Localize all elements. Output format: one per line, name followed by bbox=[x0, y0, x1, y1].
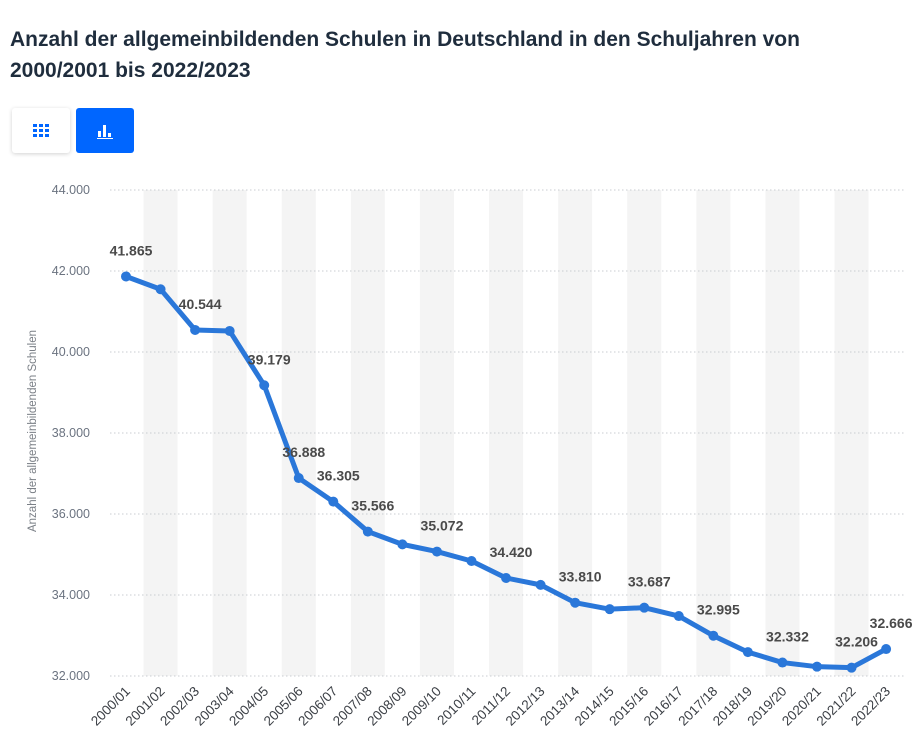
data-label: 33.810 bbox=[559, 569, 602, 585]
column-band bbox=[627, 190, 662, 676]
data-point bbox=[466, 555, 477, 566]
data-point bbox=[397, 539, 408, 550]
data-point bbox=[846, 662, 857, 673]
data-point bbox=[604, 604, 615, 615]
data-point bbox=[328, 496, 339, 507]
data-point bbox=[190, 324, 201, 335]
column-band bbox=[350, 190, 385, 676]
y-tick-label: 34.000 bbox=[52, 588, 90, 602]
bar-chart-icon bbox=[97, 124, 113, 139]
y-tick-label: 42.000 bbox=[52, 264, 90, 278]
data-points bbox=[121, 271, 892, 673]
data-point bbox=[570, 597, 581, 608]
y-tick-label: 36.000 bbox=[52, 507, 90, 521]
data-label: 40.544 bbox=[179, 296, 222, 312]
data-label: 32.995 bbox=[697, 602, 740, 618]
data-point bbox=[673, 611, 684, 622]
data-label: 35.566 bbox=[351, 498, 394, 514]
data-label: 32.206 bbox=[835, 634, 878, 650]
data-label: 39.179 bbox=[248, 351, 291, 367]
column-band bbox=[419, 190, 454, 676]
data-point bbox=[259, 380, 270, 391]
data-point bbox=[881, 644, 892, 655]
table-view-button[interactable] bbox=[12, 108, 70, 153]
y-tick-label: 44.000 bbox=[52, 183, 90, 197]
chart-title: Anzahl der allgemeinbildenden Schulen in… bbox=[10, 28, 800, 82]
data-point bbox=[431, 546, 442, 557]
data-point bbox=[501, 572, 512, 583]
data-point bbox=[155, 284, 166, 295]
y-axis-ticks: 32.000 34.000 36.000 38.000 40.000 42.000 44.0… bbox=[52, 183, 90, 683]
data-label: 36.305 bbox=[317, 468, 360, 484]
y-tick-label: 40.000 bbox=[52, 345, 90, 359]
data-point bbox=[224, 325, 235, 336]
x-tick-label: 2009/10 bbox=[399, 684, 444, 729]
data-point bbox=[708, 630, 719, 641]
data-label: 36.888 bbox=[282, 444, 325, 460]
column-band bbox=[143, 190, 178, 676]
chart-view-button[interactable] bbox=[76, 108, 134, 153]
y-tick-label: 32.000 bbox=[52, 669, 90, 683]
data-label: 32.332 bbox=[766, 629, 809, 645]
data-point bbox=[293, 473, 304, 484]
data-point bbox=[812, 661, 822, 672]
x-tick-label: 2022/23 bbox=[848, 684, 893, 729]
y-tick-label: 38.000 bbox=[52, 426, 90, 440]
data-point bbox=[777, 657, 788, 668]
data-point bbox=[535, 579, 546, 590]
data-label: 33.687 bbox=[628, 574, 671, 590]
data-label: 35.072 bbox=[421, 518, 464, 534]
data-point bbox=[121, 271, 131, 282]
data-point bbox=[742, 647, 753, 658]
table-grid-icon bbox=[33, 123, 49, 137]
x-axis-ticks: 2000/012001/022002/032003/042004/052005/… bbox=[88, 683, 893, 728]
data-point bbox=[639, 602, 650, 613]
column-band bbox=[212, 190, 247, 676]
data-label: 32.666 bbox=[870, 615, 913, 631]
data-label: 41.865 bbox=[110, 242, 153, 258]
y-axis-label: Anzahl der allgemeinbildenden Schulen bbox=[27, 330, 39, 532]
data-labels: 41.865 40.544 39.179 36.888 36.305 35.566 35.0… bbox=[110, 242, 913, 649]
data-point bbox=[362, 526, 373, 537]
data-label: 34.420 bbox=[490, 544, 533, 560]
